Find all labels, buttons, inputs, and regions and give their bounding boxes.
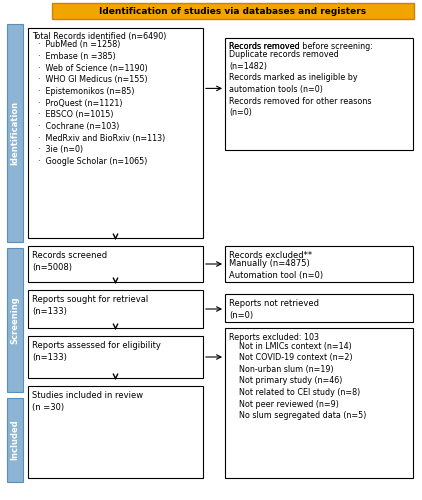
Text: Records removed: Records removed [229, 42, 302, 51]
Text: Not in LMICs context (n=14)
    Not COVID-19 context (n=2)
    Non-urban slum (n: Not in LMICs context (n=14) Not COVID-19… [229, 342, 366, 420]
Text: Records excluded**: Records excluded** [229, 251, 312, 260]
Text: Identification: Identification [11, 101, 19, 165]
Text: ·  PubMed (n =1258)
·  Embase (n =385)
·  Web of Science (n=1190)
·  WHO GI Medi: · PubMed (n =1258) · Embase (n =385) · W… [38, 40, 165, 166]
FancyBboxPatch shape [225, 246, 413, 282]
Text: Manually (n=4875)
Automation tool (n=0): Manually (n=4875) Automation tool (n=0) [229, 259, 323, 280]
FancyBboxPatch shape [7, 248, 23, 392]
Text: Duplicate records removed
(n=1482)
Records marked as ineligible by
automation to: Duplicate records removed (n=1482) Recor… [229, 50, 371, 117]
Text: Reports sought for retrieval
(n=133): Reports sought for retrieval (n=133) [32, 295, 148, 316]
Text: Reports assessed for eligibility
(n=133): Reports assessed for eligibility (n=133) [32, 341, 161, 362]
Text: Reports excluded: 103: Reports excluded: 103 [229, 333, 319, 342]
Text: Studies included in review
(n =30): Studies included in review (n =30) [32, 391, 143, 412]
Text: Total Records identified (n=6490): Total Records identified (n=6490) [32, 32, 166, 41]
FancyBboxPatch shape [28, 336, 203, 378]
FancyBboxPatch shape [7, 24, 23, 242]
FancyBboxPatch shape [28, 290, 203, 328]
FancyBboxPatch shape [28, 246, 203, 282]
Text: Reports not retrieved
(n=0): Reports not retrieved (n=0) [229, 299, 319, 320]
Text: Records removed before screening:: Records removed before screening: [229, 42, 373, 51]
FancyBboxPatch shape [225, 328, 413, 478]
FancyBboxPatch shape [28, 386, 203, 478]
Text: Included: Included [11, 420, 19, 461]
FancyBboxPatch shape [7, 398, 23, 482]
Text: Screening: Screening [11, 296, 19, 344]
Text: Records screened
(n=5008): Records screened (n=5008) [32, 251, 107, 272]
FancyBboxPatch shape [225, 38, 413, 150]
Text: Identification of studies via databases and registers: Identification of studies via databases … [100, 6, 367, 16]
FancyBboxPatch shape [28, 28, 203, 238]
FancyBboxPatch shape [52, 3, 414, 19]
FancyBboxPatch shape [225, 294, 413, 322]
